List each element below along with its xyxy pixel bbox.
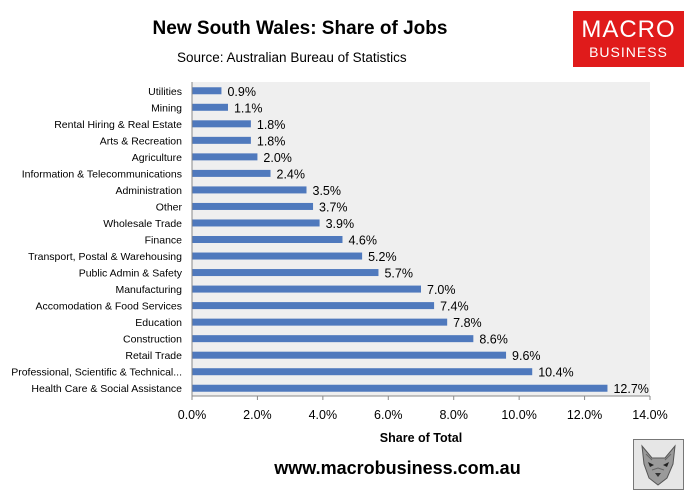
data-label: 3.7% [319, 200, 348, 214]
bar [192, 169, 271, 177]
bar [192, 351, 507, 359]
data-label: 10.4% [538, 366, 573, 380]
data-label: 12.7% [613, 382, 648, 396]
data-label: 3.9% [326, 217, 355, 231]
footer-url: www.macrobusiness.com.au [274, 458, 521, 478]
category-label: Retail Trade [125, 350, 182, 362]
bar [192, 318, 448, 326]
x-tick-label: 12.0% [567, 408, 602, 422]
data-label: 2.0% [263, 151, 292, 165]
bar [192, 202, 314, 210]
category-label: Transport, Postal & Warehousing [28, 251, 182, 263]
chart-subtitle: Source: Australian Bureau of Statistics [177, 50, 407, 65]
bar [192, 335, 474, 343]
data-label: 0.9% [227, 85, 256, 99]
category-label: Other [156, 201, 183, 213]
category-label: Education [135, 317, 182, 329]
data-label: 7.4% [440, 300, 469, 314]
category-label: Health Care & Social Assistance [31, 383, 182, 395]
category-label: Finance [145, 235, 183, 247]
bar [192, 136, 251, 144]
x-axis-title: Share of Total [380, 431, 462, 445]
logo-line-2: BUSINESS [589, 44, 668, 60]
category-label: Information & Telecommunications [22, 168, 182, 180]
bar [192, 120, 251, 128]
x-tick-label: 8.0% [439, 408, 468, 422]
wolf-icon [634, 440, 683, 489]
category-label: Agriculture [132, 152, 182, 164]
category-label: Utilities [148, 86, 182, 98]
x-tick-label: 10.0% [501, 408, 536, 422]
x-tick-label: 2.0% [243, 408, 272, 422]
data-label: 5.2% [368, 250, 397, 264]
bar [192, 368, 533, 376]
bar [192, 153, 258, 161]
category-label: Construction [123, 334, 182, 346]
bar [192, 252, 363, 260]
data-label: 1.1% [234, 101, 263, 115]
bar [192, 186, 307, 194]
bar [192, 269, 379, 277]
data-label: 5.7% [384, 267, 413, 281]
data-label: 1.8% [257, 118, 286, 132]
data-label: 7.0% [427, 283, 456, 297]
category-label: Mining [151, 102, 182, 114]
category-label: Rental Hiring & Real Estate [54, 119, 182, 131]
category-label: Accomodation & Food Services [36, 301, 183, 313]
data-label: 8.6% [479, 333, 508, 347]
chart-title: New South Wales: Share of Jobs [152, 18, 448, 39]
bar [192, 103, 228, 111]
data-label: 2.4% [277, 167, 306, 181]
bar [192, 302, 435, 310]
data-label: 4.6% [348, 234, 377, 248]
category-label: Administration [115, 185, 182, 197]
macrobusiness-logo: MACRO BUSINESS [573, 11, 684, 67]
bar [192, 236, 343, 243]
bar [192, 384, 608, 392]
data-label: 7.8% [453, 316, 482, 330]
category-label: Professional, Scientific & Technical... [11, 367, 182, 379]
category-label: Arts & Recreation [100, 135, 182, 147]
bar [192, 219, 320, 227]
x-tick-label: 6.0% [374, 408, 403, 422]
data-label: 9.6% [512, 349, 541, 363]
data-label: 1.8% [257, 134, 286, 148]
logo-line-1: MACRO [581, 16, 676, 43]
x-tick-label: 14.0% [632, 408, 667, 422]
category-label: Public Admin & Safety [79, 268, 183, 280]
x-tick-label: 0.0% [178, 408, 207, 422]
bar [192, 87, 222, 95]
data-label: 3.5% [313, 184, 342, 198]
category-label: Wholesale Trade [103, 218, 182, 230]
wolf-logo-image [633, 439, 684, 490]
bar [192, 285, 421, 293]
category-label: Manufacturing [115, 284, 182, 296]
x-tick-label: 4.0% [309, 408, 338, 422]
